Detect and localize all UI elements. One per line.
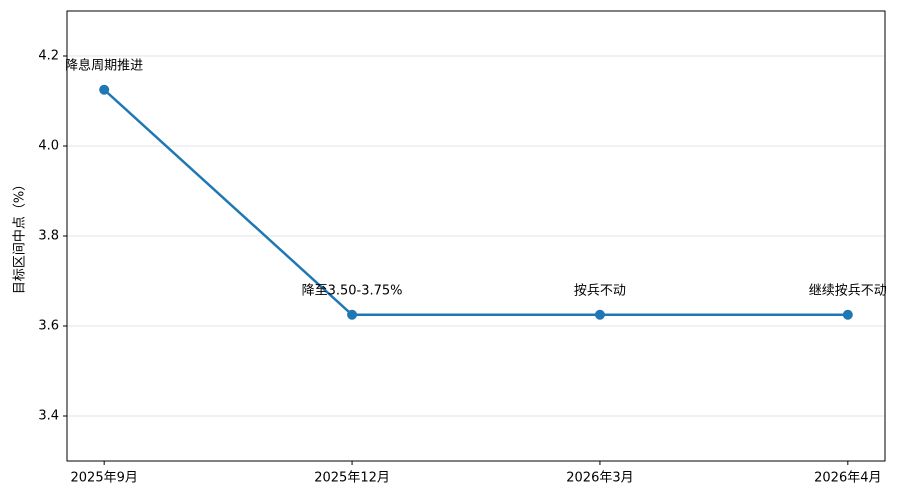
annotation: 降息周期推进 bbox=[65, 57, 143, 73]
annotation: 降至3.50-3.75% bbox=[302, 283, 403, 298]
x-tick-label: 2025年12月 bbox=[314, 471, 390, 486]
y-axis-label: 目标区间中点（%） bbox=[13, 178, 28, 294]
line bbox=[103, 88, 848, 316]
plot-frame bbox=[66, 10, 886, 462]
y-tick-label: 3.6 bbox=[38, 319, 59, 334]
point bbox=[842, 309, 853, 320]
x-tick-label: 2025年9月 bbox=[71, 471, 138, 486]
x-tick-label: 2026年4月 bbox=[814, 471, 881, 486]
annotation: 按兵不动 bbox=[574, 283, 626, 298]
point bbox=[99, 84, 110, 95]
point bbox=[594, 309, 605, 320]
x-tick-label: 2026年3月 bbox=[566, 471, 633, 486]
y-tick-label: 4.2 bbox=[38, 49, 59, 64]
y-tick-label: 4.0 bbox=[38, 139, 59, 154]
point bbox=[347, 309, 358, 320]
y-tick-label: 3.8 bbox=[38, 229, 59, 244]
annotation: 继续按兵不动 bbox=[809, 283, 887, 298]
y-tick-label: 3.4 bbox=[38, 409, 59, 424]
